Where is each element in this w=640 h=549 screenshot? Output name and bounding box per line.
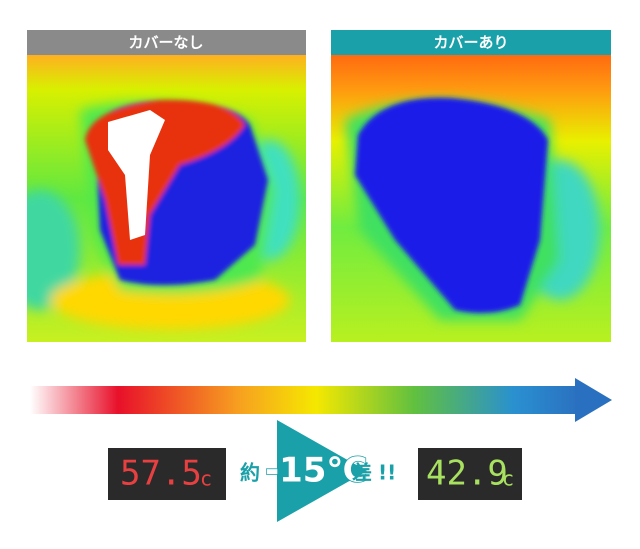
difference: -15℃ xyxy=(265,451,368,491)
temperature-value: 42.9 xyxy=(426,454,508,494)
temperature-value: 57.5 xyxy=(120,454,202,494)
gradient-arrow xyxy=(30,386,580,414)
display-box xyxy=(418,448,522,500)
panel-label: カバーあり xyxy=(433,34,508,52)
arrow-head xyxy=(575,378,612,422)
thermal-image xyxy=(27,55,306,342)
panel-label: カバーなし xyxy=(128,34,203,52)
temperature-unit: c xyxy=(200,467,212,491)
thermal-image xyxy=(331,55,611,342)
panel-header xyxy=(331,30,611,55)
exclaim: !! xyxy=(378,461,396,485)
triangle xyxy=(277,420,367,522)
temperature-unit: c xyxy=(502,467,514,491)
panel-header xyxy=(27,30,306,55)
prefix: 約 xyxy=(240,461,260,485)
suffix: 差 xyxy=(352,461,372,485)
display-box xyxy=(108,448,226,500)
